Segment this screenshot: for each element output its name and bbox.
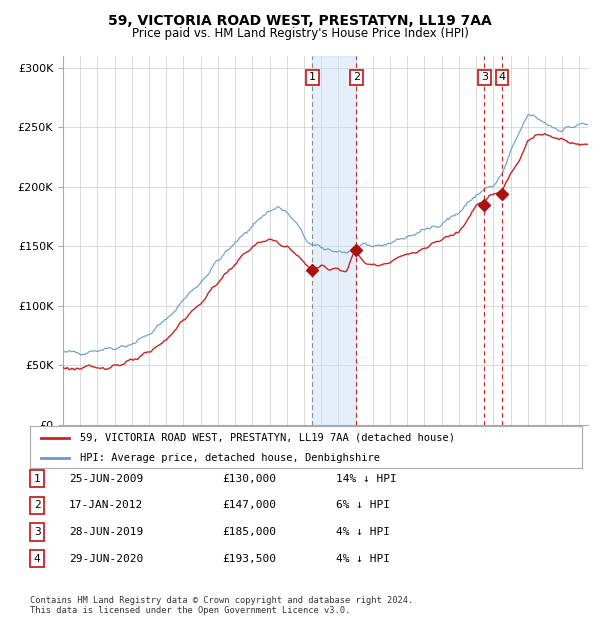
Bar [313, 56, 356, 425]
Text: 29-JUN-2020: 29-JUN-2020 [69, 554, 143, 564]
Text: Contains HM Land Registry data © Crown copyright and database right 2024.
This d: Contains HM Land Registry data © Crown c… [30, 596, 413, 615]
Text: £185,000: £185,000 [222, 527, 276, 537]
Text: 28-JUN-2019: 28-JUN-2019 [69, 527, 143, 537]
Text: 25-JUN-2009: 25-JUN-2009 [69, 474, 143, 484]
Text: 4% ↓ HPI: 4% ↓ HPI [336, 554, 390, 564]
Text: 59, VICTORIA ROAD WEST, PRESTATYN, LL19 7AA: 59, VICTORIA ROAD WEST, PRESTATYN, LL19 … [108, 14, 492, 28]
Text: 59, VICTORIA ROAD WEST, PRESTATYN, LL19 7AA (detached house): 59, VICTORIA ROAD WEST, PRESTATYN, LL19 … [80, 433, 455, 443]
Text: 1: 1 [34, 474, 41, 484]
Text: 4% ↓ HPI: 4% ↓ HPI [336, 527, 390, 537]
Text: 4: 4 [498, 73, 505, 82]
Text: 2: 2 [34, 500, 41, 510]
Text: HPI: Average price, detached house, Denbighshire: HPI: Average price, detached house, Denb… [80, 453, 380, 463]
Text: 6% ↓ HPI: 6% ↓ HPI [336, 500, 390, 510]
Text: 3: 3 [34, 527, 41, 537]
Text: 3: 3 [481, 73, 488, 82]
Text: 4: 4 [34, 554, 41, 564]
Text: £130,000: £130,000 [222, 474, 276, 484]
Text: 1: 1 [309, 73, 316, 82]
Text: £193,500: £193,500 [222, 554, 276, 564]
Text: 14% ↓ HPI: 14% ↓ HPI [336, 474, 397, 484]
Text: Price paid vs. HM Land Registry's House Price Index (HPI): Price paid vs. HM Land Registry's House … [131, 27, 469, 40]
Text: 2: 2 [353, 73, 360, 82]
Text: £147,000: £147,000 [222, 500, 276, 510]
Text: 17-JAN-2012: 17-JAN-2012 [69, 500, 143, 510]
